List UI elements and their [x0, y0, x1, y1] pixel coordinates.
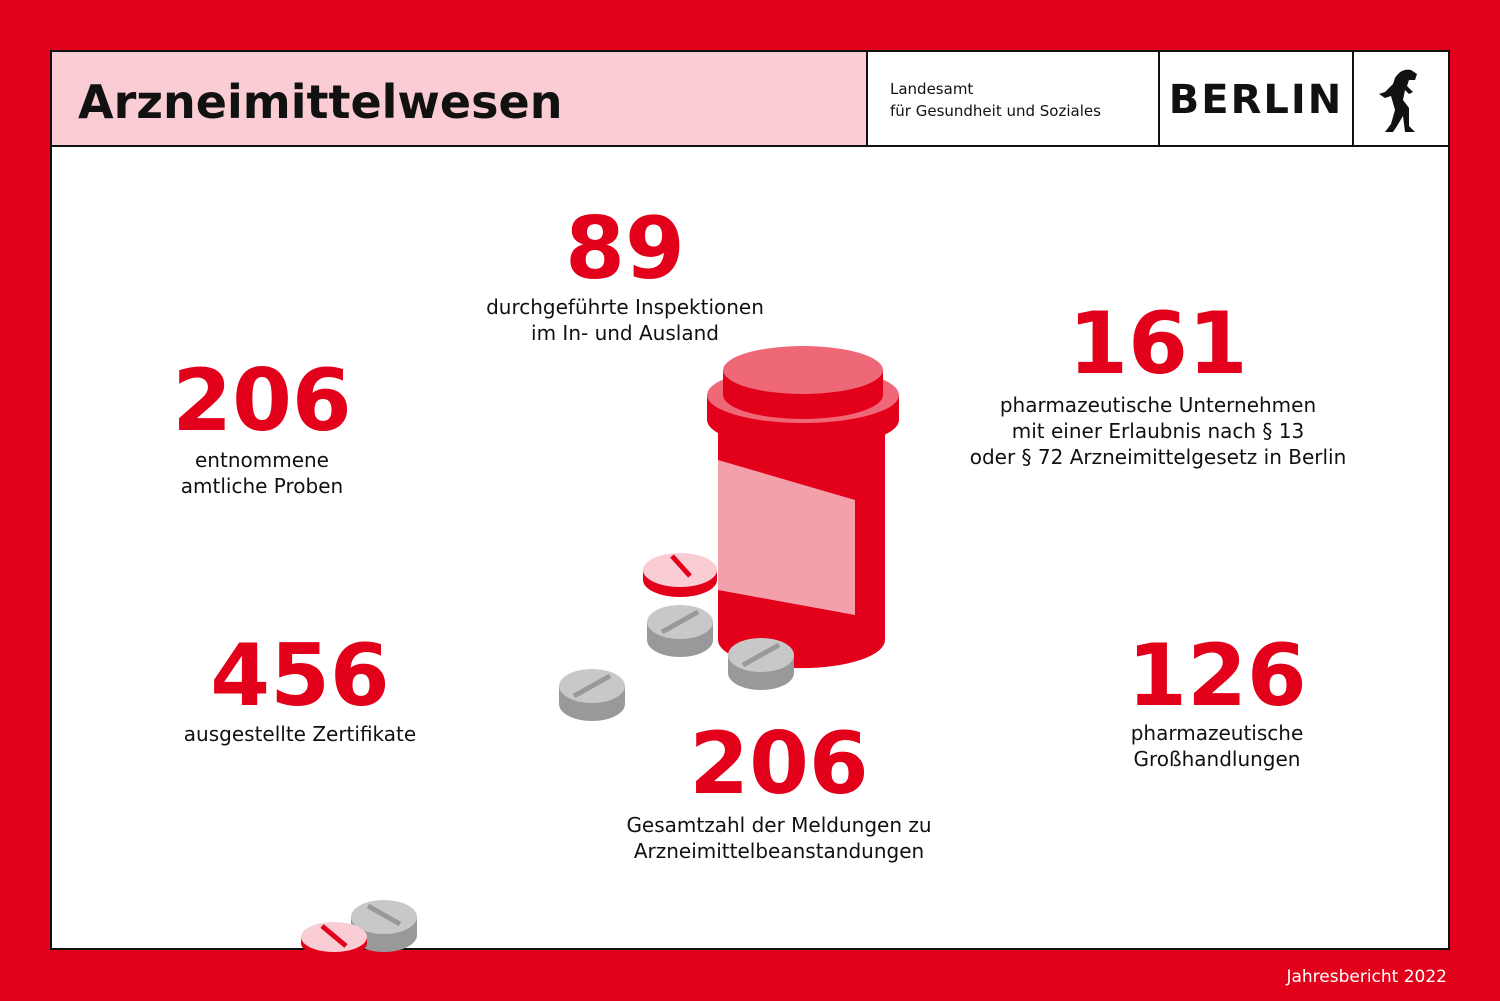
stat-label: oder § 72 Arzneimittelgesetz in Berlin	[970, 445, 1347, 469]
stat-value: 456	[210, 626, 390, 726]
stat-value: 206	[172, 351, 352, 451]
stat-value: 206	[689, 714, 869, 814]
bear-logo	[1379, 69, 1417, 132]
title-cell	[52, 52, 867, 146]
footer: Jahresbericht 2022	[1285, 967, 1447, 987]
stat-label: im In- und Ausland	[531, 321, 719, 345]
agency: für Gesundheit und Soziales	[890, 102, 1101, 120]
stat-value: 161	[1068, 294, 1248, 394]
header-lines	[51, 51, 1449, 147]
stat-label: pharmazeutische Unternehmen	[1000, 393, 1316, 417]
pills	[301, 553, 794, 958]
stat-value: 89	[565, 199, 685, 299]
stat-label: entnommene	[195, 448, 329, 472]
agency: Landesamt	[890, 80, 973, 98]
stat-value: 126	[1127, 626, 1307, 726]
logo: BERLIN	[1169, 77, 1343, 123]
stat-label: mit einer Erlaubnis nach § 13	[1012, 419, 1304, 443]
stat-label: durchgeführte Inspektionen	[486, 295, 764, 319]
bottle	[707, 346, 899, 669]
title: Arzneimittelwesen	[78, 75, 562, 129]
stat-label: ausgestellte Zertifikate	[184, 722, 416, 746]
stat-label: Gesamtzahl der Meldungen zu	[626, 813, 931, 837]
stat-label: pharmazeutische	[1131, 721, 1304, 745]
stat-label: Großhandlungen	[1133, 747, 1300, 771]
stat-label: amtliche Proben	[181, 474, 343, 498]
stat-label: Arzneimittelbeanstandungen	[634, 839, 924, 863]
